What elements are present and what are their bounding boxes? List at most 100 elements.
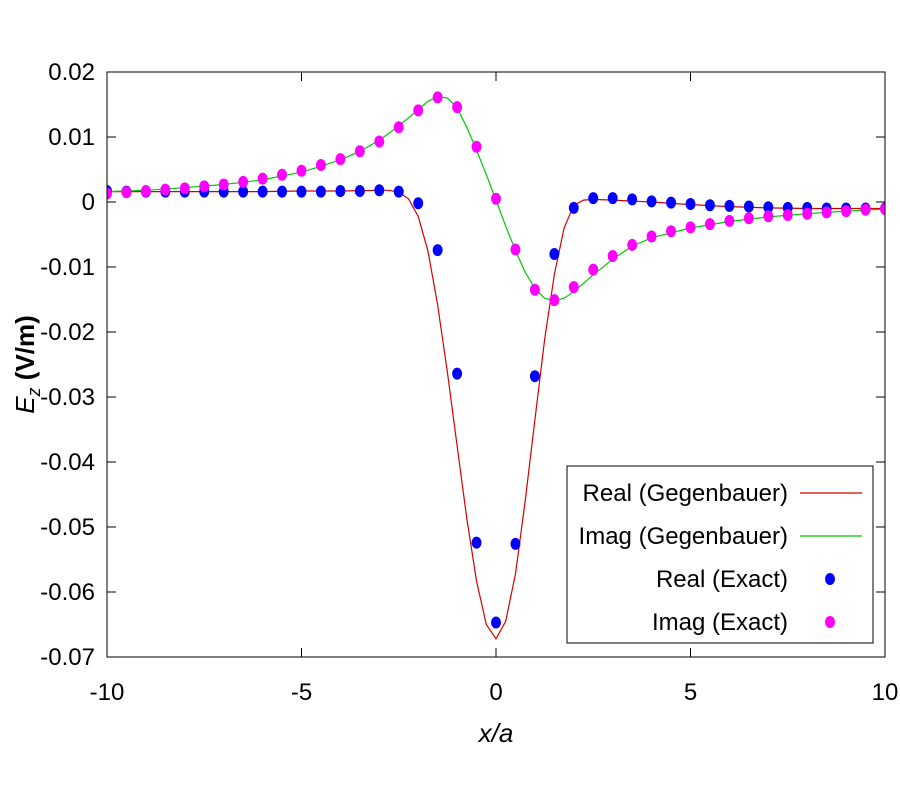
legend-label: Real (Gegenbauer) [583,480,788,507]
data-point-series-3 [471,140,482,153]
data-point-series-3 [568,281,579,294]
y-axis-title: Ez (V/m) [10,315,44,414]
data-point-series-2 [568,201,579,214]
data-point-series-2 [315,185,326,198]
axes: -10 -5 0 5 10 0.02 0.01 0 -0.01 -0.02 -0.03 -0.04 -0… [10,59,898,748]
data-point-series-3 [452,101,463,114]
y-tick-label: -0.07 [40,644,95,671]
data-point-series-2 [666,196,677,209]
data-point-series-2 [646,195,657,208]
legend-point-swatch [825,616,835,628]
legend-label: Imag (Gegenbauer) [579,523,788,550]
series-line-0 [107,189,885,640]
x-tick-label: 5 [684,679,697,706]
y-tick-label: -0.01 [40,254,95,281]
data-point-series-3 [107,187,112,200]
data-point-series-3 [782,209,793,221]
data-point-series-3 [257,172,268,185]
data-point-series-3 [666,225,677,238]
data-point-series-2 [393,185,404,198]
x-tick-label: 0 [489,679,502,706]
data-point-series-3 [179,182,190,195]
data-point-series-3 [335,153,346,166]
plot-area [107,91,885,640]
data-point-series-2 [257,185,268,198]
data-point-series-3 [743,212,754,225]
x-tick-label: 10 [872,679,899,706]
data-point-series-2 [335,184,346,197]
data-point-series-2 [296,185,307,198]
data-point-series-3 [491,192,501,205]
data-point-series-2 [510,537,521,550]
data-point-series-2 [452,367,463,380]
data-point-series-3 [549,294,560,307]
x-tick-label: -10 [90,679,125,706]
data-point-series-3 [841,205,852,218]
data-point-series-3 [374,135,385,148]
legend-label: Real (Exact) [656,566,788,593]
y-tick-label: -0.05 [40,514,95,541]
data-point-series-3 [393,121,404,134]
data-point-series-3 [860,203,871,216]
data-point-series-3 [413,104,424,117]
data-point-series-3 [218,178,229,191]
data-point-series-3 [607,249,618,262]
data-point-series-3 [763,210,774,223]
data-point-series-3 [354,145,365,158]
legend: Real (Gegenbauer) Imag (Gegenbauer) Real (… [566,465,874,644]
data-point-series-3 [238,175,249,188]
y-axis-title-subscript: z [24,387,44,397]
legend-label: Imag (Exact) [652,609,788,636]
data-point-series-3 [802,207,813,220]
data-point-series-3 [646,230,657,243]
data-point-series-2 [549,248,560,260]
legend-box [566,465,874,644]
data-point-series-2 [724,199,735,212]
x-axis-title: x/a [477,718,514,748]
data-point-series-3 [588,263,599,276]
data-point-series-2 [432,244,443,257]
data-point-series-3 [160,183,171,196]
data-point-series-3 [199,180,210,193]
y-tick-label: 0.02 [48,59,95,86]
data-point-series-3 [627,238,638,251]
data-point-series-2 [743,200,754,213]
legend-point-swatch [825,573,835,585]
y-axis-title-symbol: E [10,396,40,414]
data-point-series-2 [354,184,365,197]
data-point-series-2 [277,185,288,198]
data-point-series-2 [627,193,638,206]
y-tick-label: -0.04 [40,449,95,476]
data-point-series-3 [277,168,288,181]
data-point-series-2 [238,185,249,198]
data-point-series-3 [880,203,885,216]
y-tick-label: -0.06 [40,579,95,606]
y-axis-title-units: (V/m) [10,315,40,387]
data-point-series-3 [704,218,715,231]
data-point-series-3 [121,186,132,199]
data-point-series-3 [724,214,735,227]
data-point-series-2 [704,199,715,212]
data-point-series-2 [529,370,540,383]
y-tick-label: -0.03 [40,384,95,411]
data-point-series-2 [491,616,501,629]
data-point-series-2 [588,192,599,205]
y-tick-label: 0.01 [48,124,95,151]
data-point-series-3 [315,158,326,171]
data-point-series-3 [821,206,832,219]
data-point-series-2 [471,536,482,549]
data-point-series-3 [140,184,151,197]
data-point-series-2 [374,184,385,197]
data-point-series-3 [432,91,443,104]
data-point-series-2 [607,192,618,205]
data-point-series-2 [763,201,774,214]
data-point-series-3 [510,243,521,256]
data-point-series-3 [296,164,307,177]
y-tick-label: -0.02 [40,319,95,346]
y-tick-label: 0 [82,189,95,216]
data-point-series-2 [413,197,424,210]
x-tick-label: -5 [291,679,312,706]
data-point-series-3 [685,221,696,234]
data-point-series-2 [685,197,696,210]
